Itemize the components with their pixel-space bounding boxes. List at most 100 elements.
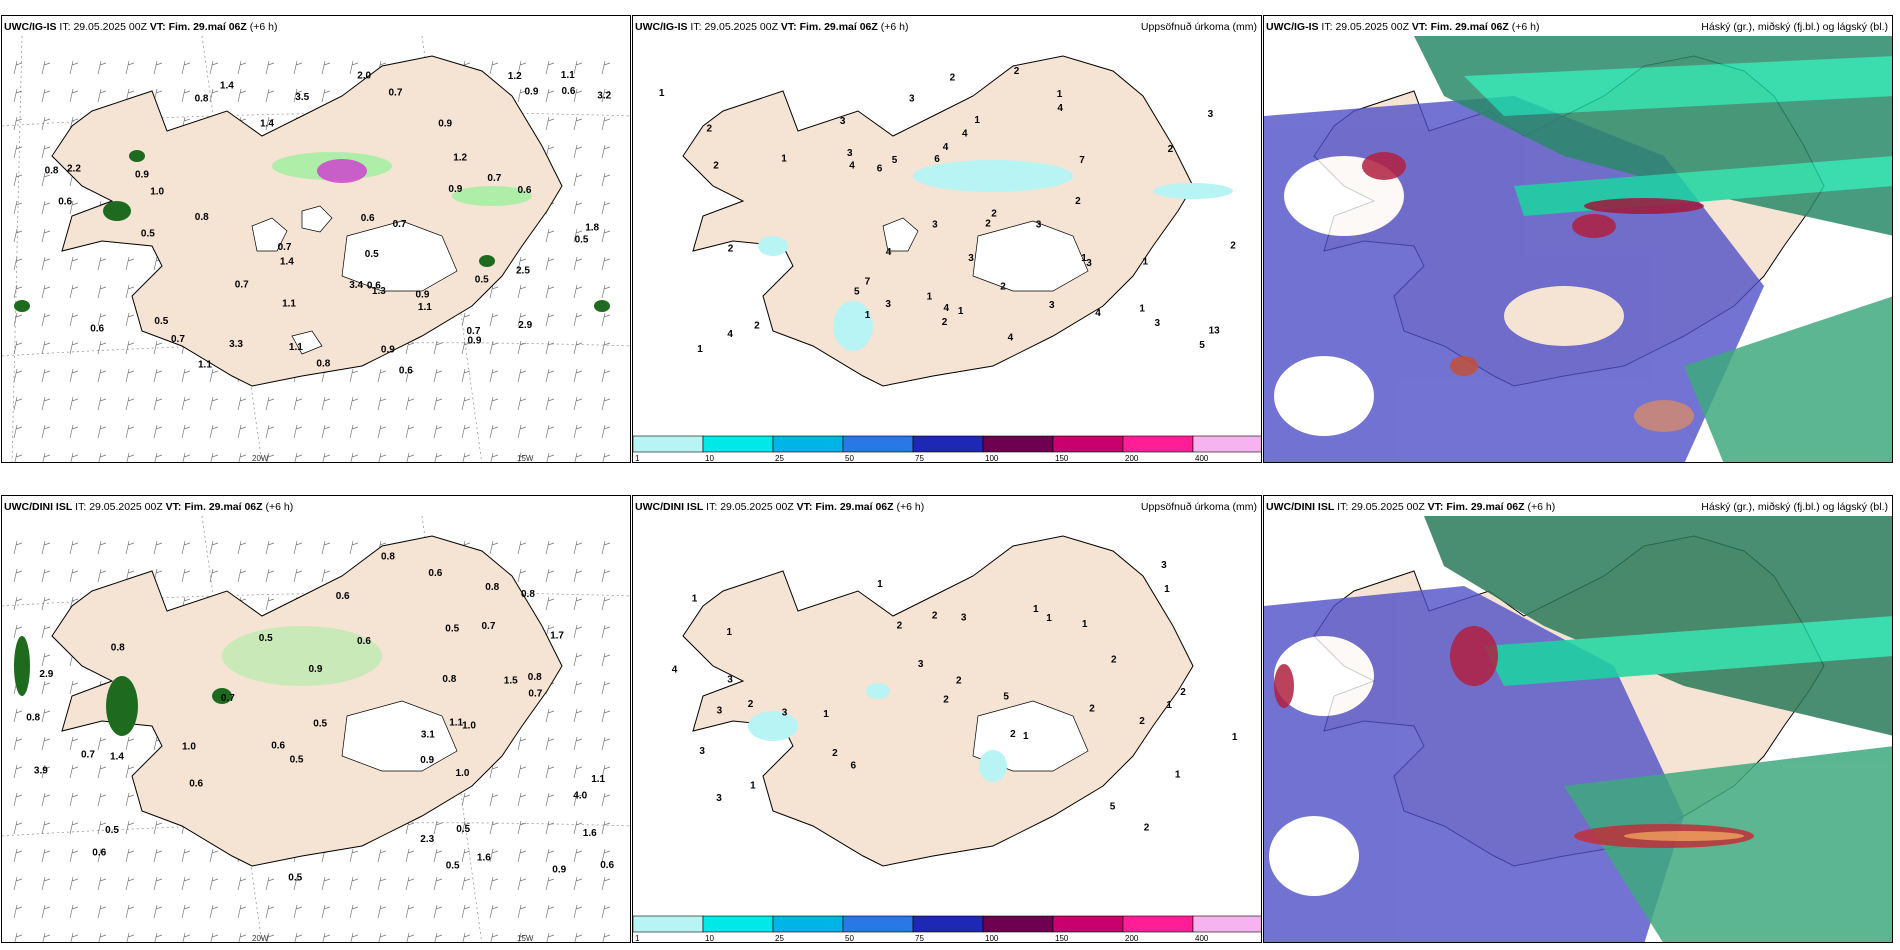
wind-barb xyxy=(545,340,555,355)
precip-value-label: 0.5 xyxy=(154,316,168,327)
wind-barb xyxy=(377,904,387,919)
wind-barb xyxy=(210,932,219,942)
precip-value-label: 2 xyxy=(707,123,713,134)
wind-barb xyxy=(69,424,79,439)
colorbar-swatch xyxy=(1052,915,1124,933)
wind-barb xyxy=(13,424,23,439)
wind-barb xyxy=(125,340,135,355)
precip-value-label: 1 xyxy=(865,310,871,321)
precip-value-label: 0.8 xyxy=(195,93,209,104)
wind-barb xyxy=(14,452,23,462)
colorbar-tick-label: 25 xyxy=(775,934,784,942)
colorbar-tick-label: 50 xyxy=(845,454,854,462)
wind-barb xyxy=(573,424,583,439)
precip-value-label: 2 xyxy=(1168,144,1174,155)
colorbar-swatch xyxy=(1122,435,1194,453)
wind-barb xyxy=(41,144,51,159)
precip-value-label: 0.7 xyxy=(487,173,501,184)
wind-barb xyxy=(545,764,555,779)
wind-barb xyxy=(13,312,23,327)
precip-value-label: 1.0 xyxy=(462,720,476,731)
wind-barb xyxy=(517,792,527,807)
wind-barb xyxy=(13,172,23,187)
lon-label-20w: 20W xyxy=(252,454,269,463)
wind-barb xyxy=(41,424,51,439)
wind-barb xyxy=(322,932,331,942)
panel-header: UWC/IG-IS IT: 29.05.2025 00Z VT: Fim. 29… xyxy=(635,21,909,33)
wind-barb xyxy=(349,368,359,383)
wind-barb xyxy=(97,60,107,75)
wind-barb xyxy=(238,452,247,462)
wind-barb xyxy=(573,848,583,863)
wind-barb xyxy=(545,88,555,103)
precip-value-label: 2 xyxy=(1139,716,1145,727)
colorbar-tick-label: 400 xyxy=(1195,454,1209,462)
colorbar-swatch xyxy=(912,915,984,933)
wind-barb xyxy=(181,848,191,863)
wind-barb xyxy=(601,60,611,75)
lon-label-15w: 15W xyxy=(517,454,534,463)
precip-value-label: 0.9 xyxy=(468,336,482,347)
wind-barb xyxy=(489,340,499,355)
precip-value-label: 1.0 xyxy=(150,187,164,198)
wind-barb xyxy=(125,876,135,891)
colorbar-tick-label: 150 xyxy=(1055,454,1069,462)
wind-barb xyxy=(545,368,555,383)
wind-barb xyxy=(573,200,583,215)
wind-barb xyxy=(601,680,611,695)
panel-wind-precip-igis: UWC/IG-IS IT: 29.05.2025 00Z VT: Fim. 29… xyxy=(1,15,631,463)
wind-barb xyxy=(41,396,51,411)
precip-value-label: 0.8 xyxy=(195,212,209,223)
wind-barb xyxy=(573,904,583,919)
precip-value-label: 0.8 xyxy=(45,165,59,176)
wind-barb xyxy=(517,876,527,891)
wind-barb xyxy=(41,368,51,383)
precip-value-label: 3 xyxy=(909,94,915,105)
wind-barb xyxy=(181,876,191,891)
precip-value-label: 4.0 xyxy=(573,791,587,802)
wind-barb xyxy=(14,932,23,942)
wind-barb xyxy=(350,932,359,942)
precip-value-label: 0.7 xyxy=(278,242,292,253)
colorbar-tick-label: 100 xyxy=(985,454,999,462)
wind-barb xyxy=(545,540,555,555)
wind-barb xyxy=(489,820,499,835)
wind-barb xyxy=(517,848,527,863)
wind-barb xyxy=(349,396,359,411)
precip-value-label: 0.6 xyxy=(336,591,350,602)
panel-cloud-cover-dini: UWC/DINI ISL IT: 29.05.2025 00Z VT: Fim.… xyxy=(1263,495,1893,943)
wind-barb xyxy=(517,820,527,835)
mid-cloud-field xyxy=(1274,626,1754,848)
precip-value-label: 0.6 xyxy=(90,323,104,334)
wind-barb xyxy=(293,876,303,891)
colorbar-tick-label: 50 xyxy=(845,934,854,942)
wind-barb xyxy=(293,424,303,439)
precip-value-label: 0.9 xyxy=(525,87,539,98)
panel-header: UWC/IG-IS IT: 29.05.2025 00Z VT: Fim. 29… xyxy=(1266,21,1540,33)
wind-barb xyxy=(601,540,611,555)
wind-barb xyxy=(237,424,247,439)
precip-value-label: 1 xyxy=(974,115,980,126)
precip-value-label: 0.5 xyxy=(259,633,273,644)
wind-barb xyxy=(97,904,107,919)
wind-barb xyxy=(321,424,331,439)
precip-value-label: 2 xyxy=(1010,729,1016,740)
precip-value-label: 0.8 xyxy=(111,643,125,654)
wind-barb xyxy=(433,396,443,411)
wind-barb xyxy=(41,172,51,187)
precip-value-label: 1.1 xyxy=(449,718,463,729)
precip-value-label: 0.6 xyxy=(518,185,532,196)
wind-barb xyxy=(265,424,275,439)
wind-barb xyxy=(545,396,555,411)
colorbar-tick-label: 10 xyxy=(705,454,714,462)
wind-barb xyxy=(13,820,23,835)
wind-barb xyxy=(405,368,415,383)
wind-barb xyxy=(125,396,135,411)
precip-value-label: 0.9 xyxy=(135,169,149,180)
wind-barb xyxy=(433,848,443,863)
wind-barb xyxy=(517,368,527,383)
precip-value-label: 6 xyxy=(934,154,940,165)
wind-barb xyxy=(265,596,275,611)
precip-value-label: 3 xyxy=(1161,560,1167,571)
precip-value-label: 2 xyxy=(1014,66,1020,77)
